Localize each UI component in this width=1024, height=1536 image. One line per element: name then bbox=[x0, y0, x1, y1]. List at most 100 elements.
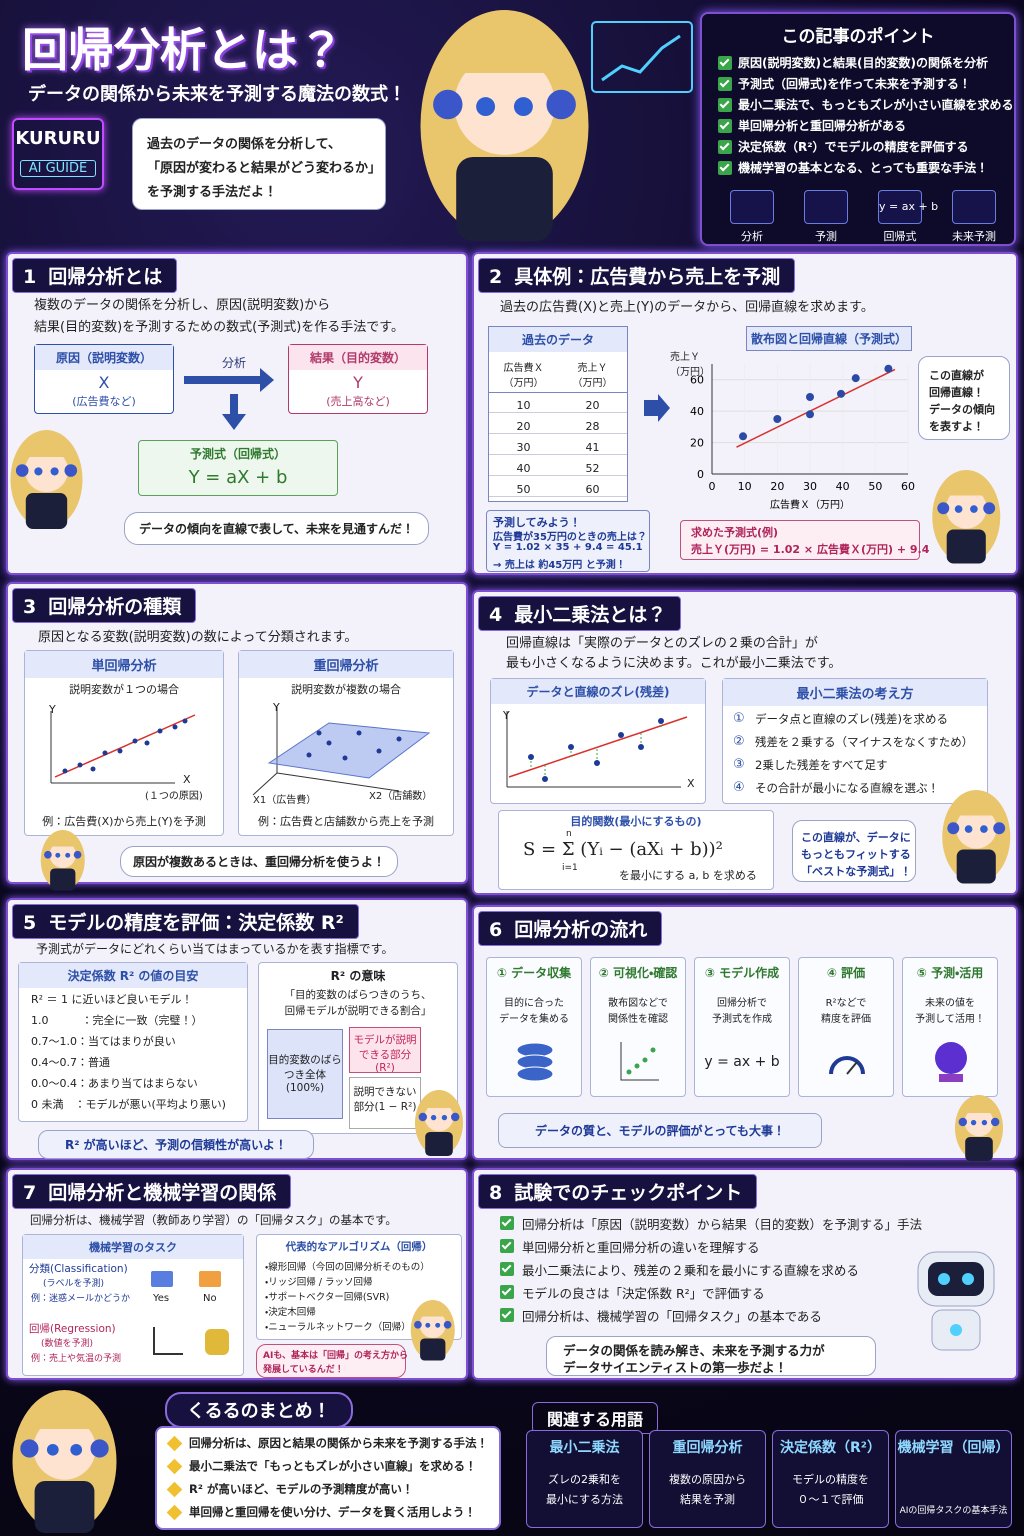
bubble-text: データの関係を読み解き、未来を予測する力が bbox=[563, 1343, 825, 1358]
section-number: 3 bbox=[23, 596, 37, 618]
axis-name: Y bbox=[503, 709, 510, 722]
character-part bbox=[462, 52, 547, 73]
check-mark bbox=[501, 1308, 512, 1319]
point-icon bbox=[804, 190, 848, 224]
character-part bbox=[38, 1416, 91, 1429]
robot-core bbox=[950, 1324, 962, 1336]
table-header: 売上Ｙ（万円） bbox=[558, 357, 627, 393]
axis-line bbox=[276, 772, 400, 792]
check-icon bbox=[500, 1239, 514, 1253]
bubble-text: データの傾向 bbox=[929, 403, 995, 416]
check-icon bbox=[718, 119, 732, 133]
section-number: 4 bbox=[489, 604, 503, 626]
bubble-text: この直線が、データに bbox=[801, 831, 911, 844]
section-panel: 7 回帰分析と機械学習の関係 回帰分析は、機械学習（教師あり学習）の「回帰タスク」の… bbox=[6, 1168, 468, 1380]
character-part bbox=[991, 1117, 1000, 1127]
y-tick-label: 60 bbox=[690, 374, 704, 387]
bubble: この直線が 回帰直線！ データの傾向 を表すよ！ bbox=[918, 356, 1010, 440]
variable-symbol: Y bbox=[353, 373, 363, 392]
flow-step: ① データ収集 目的に合った データを集める bbox=[486, 957, 582, 1097]
bubble-text: を表すよ！ bbox=[929, 420, 984, 433]
y-tick-label: 0 bbox=[697, 468, 704, 481]
step-text: 予測式を作成 bbox=[712, 1014, 772, 1025]
step-marker: ① bbox=[733, 711, 745, 726]
term-text: AIの回帰タスクの基本手法 bbox=[899, 1506, 1008, 1516]
step-text: 目的に合った bbox=[504, 998, 564, 1009]
step-icon bbox=[516, 1042, 554, 1082]
check-item: 回帰分析は、機械学習の「回帰タスク」の基本である bbox=[522, 1309, 822, 1324]
axis-name: Y bbox=[49, 703, 56, 716]
check-mark bbox=[719, 77, 730, 88]
character-part bbox=[15, 464, 29, 477]
axis-name: X2（店舗数） bbox=[369, 791, 433, 802]
task-text: 例：迷惑メールかどうか bbox=[31, 1294, 131, 1304]
section-panel: 6 回帰分析の流れ ① データ収集 目的に合った データを集める ② 可視化・確認 散布図な… bbox=[472, 905, 1018, 1160]
card-title: 機械学習のタスク bbox=[23, 1235, 243, 1259]
character-part bbox=[967, 1107, 991, 1113]
character-part bbox=[946, 529, 986, 564]
axes bbox=[620, 1042, 659, 1081]
check-mark bbox=[719, 161, 730, 172]
character-part bbox=[20, 1439, 39, 1458]
trend-line bbox=[54, 714, 196, 778]
character-part bbox=[993, 822, 1006, 835]
check-item: モデルの良さは「決定係数 R²」で評価する bbox=[522, 1286, 765, 1301]
guide-row: 0.7〜1.0：当てはまりが良い bbox=[31, 1035, 176, 1048]
character-part bbox=[954, 505, 963, 513]
body-text: 過去の広告費(X)と売上(Y)のデータから、回帰直線を求めます。 bbox=[500, 300, 874, 315]
predict-text: 広告費が35万円のときの売上は？ bbox=[493, 532, 647, 543]
type-card: 重回帰分析 説明変数が複数の場合 Y X1（広告費） X2（店舗数） 例：広告費と店舗数か… bbox=[238, 650, 454, 836]
card-title: R² の意味 bbox=[330, 969, 386, 983]
check-icon bbox=[718, 77, 732, 91]
character-part bbox=[414, 1320, 422, 1329]
table-cell: 30 bbox=[489, 441, 558, 455]
check-mark bbox=[501, 1262, 512, 1273]
step-marker: ④ bbox=[733, 780, 745, 795]
character bbox=[420, 10, 589, 241]
dot bbox=[102, 750, 108, 756]
table-cell: 28 bbox=[558, 420, 627, 434]
flow-step: ⑤ 予測・活用 未来の値を 予測して活用！ bbox=[902, 957, 998, 1097]
section-panel: 1 回帰分析とは 複数のデータの関係を分析し、原因(説明変数)から 結果(目的変数)を… bbox=[6, 252, 468, 575]
robot-face bbox=[928, 1262, 984, 1296]
dot bbox=[650, 1047, 656, 1053]
term-text: モデルの精度を bbox=[792, 1473, 869, 1486]
algo-item: ・線形回帰（今回の回帰分析そのもの） bbox=[265, 1262, 430, 1273]
flow-step: ③ モデル作成 回帰分析で 予測式を作成 y = ax + b bbox=[694, 957, 790, 1097]
residual-card: データと直線のズレ(残差) Y X bbox=[490, 678, 706, 804]
dot bbox=[396, 736, 402, 742]
meaning-text: 「目的変数のばらつきのうち、 bbox=[284, 989, 432, 1001]
dot bbox=[182, 718, 188, 724]
bubble-text: 「ベストな予測式」！ bbox=[801, 865, 912, 878]
term-text: 結果を予測 bbox=[680, 1493, 735, 1506]
section-title: 具体例：広告費から売上を予測 bbox=[514, 266, 781, 288]
sum-limit: n bbox=[566, 829, 572, 839]
character-part bbox=[418, 1112, 427, 1122]
body-text: 複数のデータの関係を分析し、原因(説明変数)から bbox=[34, 298, 331, 313]
summary-item: 単回帰と重回帰を使い分け、データを賢く活用しよう！ bbox=[189, 1505, 476, 1519]
star-icon bbox=[166, 1458, 183, 1475]
card-title: データと直線のズレ(残差) bbox=[491, 679, 705, 704]
point-item: 原因(説明変数)と結果(目的変数)の関係を分析 bbox=[738, 56, 988, 70]
character-part bbox=[51, 841, 74, 847]
character-part bbox=[50, 467, 59, 476]
banner-text: データの質と、モデルの評価がとっても大事！ bbox=[498, 1113, 822, 1148]
icon-formula: y = ax + b bbox=[879, 200, 939, 213]
needle bbox=[846, 1061, 858, 1075]
check-icon bbox=[500, 1262, 514, 1276]
character-part bbox=[947, 822, 960, 835]
term-text: ０〜１で評価 bbox=[797, 1493, 864, 1506]
step-formula: y = ax + b bbox=[704, 1054, 780, 1070]
check-mark bbox=[719, 119, 730, 130]
dot bbox=[172, 724, 178, 730]
section-header: 5 モデルの精度を評価：決定係数 R² bbox=[12, 904, 359, 939]
gauge bbox=[829, 1056, 865, 1075]
dot bbox=[634, 1063, 640, 1069]
character bbox=[12, 1390, 117, 1533]
guide-card: 決定係数 R² の値の目安 R² ＝ 1 に近いほど良いモデル！ 1.0 ：完全に一… bbox=[18, 962, 248, 1122]
body-text: 最も小さくなるように決めます。これが最小二乗法です。 bbox=[506, 656, 842, 671]
type-card: 単回帰分析 説明変数が１つの場合 Y X (１つの原因) 例：広告費(X)から売上(Y)を… bbox=[24, 650, 224, 836]
table-cell: 20 bbox=[558, 399, 627, 413]
character-part bbox=[34, 467, 43, 476]
badge-text: KURURU bbox=[15, 128, 101, 149]
